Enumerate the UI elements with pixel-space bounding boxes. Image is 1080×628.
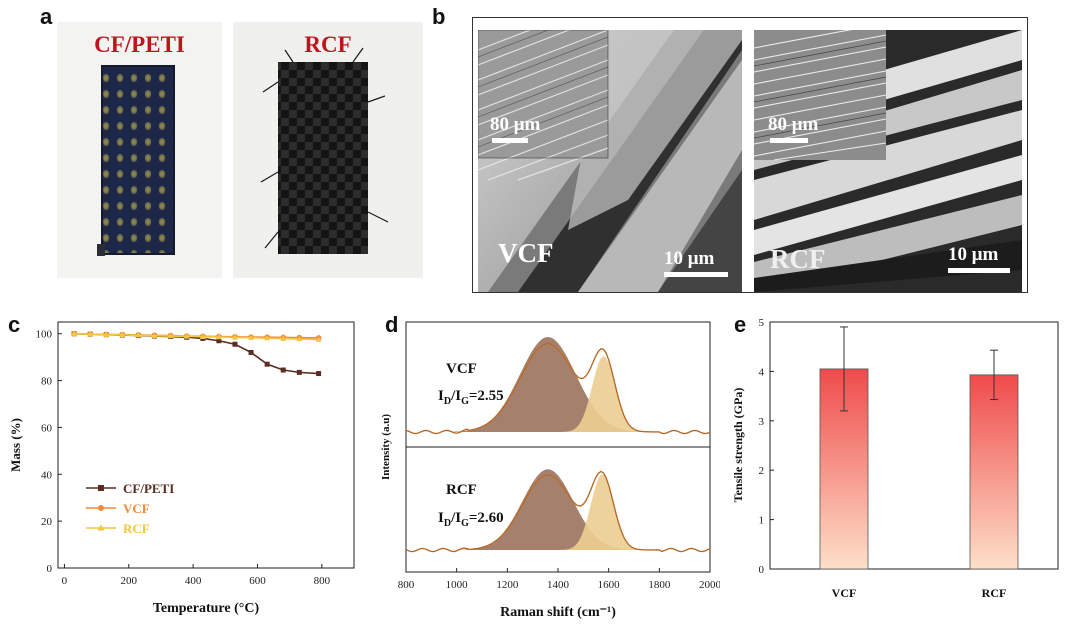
photo-label-rcf: RCF bbox=[304, 32, 352, 57]
tga-legend-label: VCF bbox=[123, 501, 150, 516]
sem-vcf-main-scale: 10 μm bbox=[664, 248, 715, 269]
tga-xtick-label: 600 bbox=[249, 575, 266, 587]
tga-legend-marker bbox=[98, 505, 104, 511]
tga-ylabel: Mass (%) bbox=[8, 418, 23, 472]
tga-point bbox=[183, 333, 190, 339]
sem-vcf-main-scalebar bbox=[664, 272, 728, 277]
tga-point bbox=[215, 333, 222, 340]
tensile-chart: 0 1 2 3 4 5 VCF RCF Tensile strength (GPa) bbox=[731, 317, 1059, 600]
sem-rcf-main-scalebar bbox=[948, 268, 1010, 273]
raman-chart: 800 1000 1200 1400 1600 1800 2000 Raman shift … bbox=[380, 321, 720, 620]
raman-d-band bbox=[406, 469, 710, 550]
tga-ytick-label: 0 bbox=[47, 563, 53, 575]
tga-point bbox=[280, 367, 286, 373]
tga-point bbox=[264, 361, 270, 367]
tga-legend-label: RCF bbox=[123, 521, 150, 536]
raman-top-label: VCF bbox=[446, 361, 477, 377]
raman-xtick-label: 1600 bbox=[598, 579, 621, 591]
raman-ylabel: Intensity (a.u) bbox=[380, 414, 392, 480]
tga-xlabel: Temperature (°C) bbox=[153, 601, 260, 616]
raman-xtick-label: 1400 bbox=[547, 579, 570, 591]
tga-legend-marker bbox=[97, 524, 105, 531]
tensile-ytick-label: 1 bbox=[759, 515, 765, 527]
tga-ytick-label: 20 bbox=[41, 516, 53, 528]
tga-point bbox=[316, 371, 322, 377]
tga-point bbox=[119, 331, 126, 338]
tensile-ytick-label: 4 bbox=[759, 366, 765, 378]
raman-xtick-label: 1800 bbox=[648, 579, 671, 591]
tga-point bbox=[264, 334, 271, 341]
sem-frame bbox=[472, 17, 1028, 293]
panel-letter-a: a bbox=[40, 4, 53, 29]
tga-legend-marker bbox=[98, 485, 104, 491]
raman-xtick-label: 1200 bbox=[496, 579, 519, 591]
tga-point bbox=[103, 331, 110, 337]
tga-plot-frame bbox=[57, 321, 355, 569]
tga-xtick-label: 400 bbox=[185, 575, 202, 587]
raman-bottom-ratio: ID/IG=2.60 bbox=[438, 510, 504, 529]
rcf-strip-image bbox=[260, 47, 389, 254]
tga-series-line bbox=[74, 332, 319, 341]
tensile-ytick-label: 3 bbox=[759, 416, 765, 428]
raman-xlabel: Raman shift (cm⁻¹) bbox=[500, 605, 616, 620]
sem-vcf-label: VCF bbox=[498, 238, 554, 268]
tga-point bbox=[248, 334, 255, 340]
tga-point bbox=[231, 334, 238, 340]
raman-bottom-label: RCF bbox=[446, 482, 477, 498]
tensile-category-label: RCF bbox=[982, 586, 1007, 600]
raman-xtick-label: 800 bbox=[398, 579, 415, 591]
tga-point bbox=[216, 338, 222, 344]
raman-d-band bbox=[406, 337, 710, 432]
panel-letter-e: e bbox=[734, 312, 747, 337]
tga-point bbox=[248, 349, 254, 355]
tensile-bar bbox=[969, 374, 1019, 570]
sem-rcf-label: RCF bbox=[770, 244, 826, 274]
tga-point bbox=[199, 333, 206, 339]
sem-vcf-image: 80 μm VCF 10 μm bbox=[478, 30, 742, 292]
tga-point bbox=[151, 332, 158, 339]
tga-ytick-label: 40 bbox=[41, 469, 53, 481]
tga-point bbox=[135, 332, 142, 338]
tga-legend-label: CF/PETI bbox=[123, 481, 174, 496]
tga-point bbox=[296, 335, 303, 342]
tensile-category-label: VCF bbox=[832, 586, 857, 600]
tensile-ylabel: Tensile strength (GPa) bbox=[731, 388, 745, 503]
panel-letter-b: b bbox=[432, 4, 446, 29]
tga-point bbox=[296, 369, 302, 375]
tga-xtick-label: 200 bbox=[121, 575, 138, 587]
photo-rcf: RCF bbox=[233, 22, 423, 278]
tensile-ytick-label: 0 bbox=[759, 564, 765, 576]
raman-xtick-label: 1000 bbox=[446, 579, 469, 591]
tensile-ytick-label: 5 bbox=[759, 317, 765, 329]
raman-top-ratio: ID/IG=2.55 bbox=[438, 388, 504, 407]
photo-label-cf-peti: CF/PETI bbox=[94, 32, 185, 57]
tga-point bbox=[280, 335, 287, 341]
tga-point bbox=[71, 330, 78, 336]
raman-spectrum-fit bbox=[405, 343, 711, 434]
tensile-plot-frame bbox=[769, 321, 1059, 570]
sem-rcf-inset-scale: 80 μm bbox=[768, 114, 819, 135]
tga-point bbox=[232, 341, 238, 347]
tga-chart: 0 20 40 60 80 100 0 200 400 600 800 Temperature (… bbox=[8, 321, 355, 616]
tensile-ytick-label: 2 bbox=[759, 465, 765, 477]
raman-spectrum-fit bbox=[405, 471, 711, 552]
tga-point bbox=[315, 336, 322, 342]
tga-xtick-label: 800 bbox=[314, 575, 331, 587]
panel-letter-d: d bbox=[385, 312, 399, 337]
sem-vcf-inset-scalebar bbox=[492, 138, 528, 143]
raman-xtick-label: 2000 bbox=[699, 579, 720, 591]
tga-ytick-label: 100 bbox=[36, 329, 53, 341]
photo-cf-peti: CF/PETI bbox=[57, 22, 222, 278]
tga-ytick-label: 60 bbox=[41, 422, 53, 434]
tga-point bbox=[167, 332, 174, 339]
cf-peti-strip-image bbox=[97, 65, 175, 256]
tga-ytick-label: 80 bbox=[41, 376, 53, 388]
sem-rcf-inset-scalebar bbox=[770, 138, 808, 143]
tga-point bbox=[87, 330, 94, 337]
sem-rcf-image: 80 μm RCF 10 μm bbox=[754, 30, 1022, 292]
sem-vcf-inset-scale: 80 μm bbox=[490, 114, 541, 135]
sem-rcf-main-scale: 10 μm bbox=[948, 244, 999, 265]
tga-xtick-label: 0 bbox=[62, 575, 68, 587]
panel-letter-c: c bbox=[8, 312, 21, 337]
